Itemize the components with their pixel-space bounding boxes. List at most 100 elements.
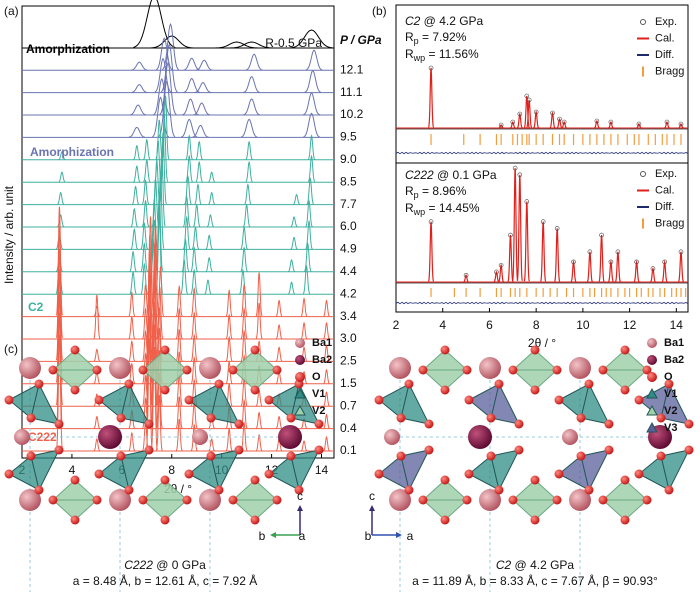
o-atom: [552, 495, 562, 505]
o-atom: [530, 385, 540, 395]
diffraction-peak: [131, 185, 140, 205]
diffraction-peak: [190, 423, 198, 452]
o-atom: [396, 413, 406, 423]
observed-point: [561, 119, 567, 125]
o-atom: [642, 365, 652, 375]
o-atom: [684, 419, 694, 429]
o-atom: [124, 485, 134, 495]
o-atom: [286, 451, 296, 461]
o-atom: [144, 445, 154, 455]
pressure-label: 2.5: [340, 354, 357, 368]
legend-marker: [646, 421, 658, 433]
polyhedron-edge: [580, 383, 590, 419]
observed-point: [428, 219, 434, 224]
diffraction-peak: [300, 297, 308, 317]
x-tick-label: 10: [576, 318, 590, 332]
o-atom: [656, 451, 666, 461]
calculated-peak: [428, 221, 435, 282]
o-atom: [604, 445, 614, 455]
o-atom: [486, 413, 496, 423]
legend-marker: [640, 19, 646, 25]
stat-value: = 7.92%: [419, 30, 467, 44]
o-atom: [70, 515, 80, 525]
stat-symbol: R: [405, 30, 414, 44]
panel-label: (a): [4, 4, 19, 18]
lattice-parameters: a = 11.89 Å, b = 8.33 Å, c = 7.67 Å, β =…: [412, 573, 658, 588]
trace-label: R-0.5 GPa: [265, 36, 322, 50]
observed-point: [608, 119, 614, 125]
diffraction-peak: [180, 118, 198, 138]
polyhedron-edge: [210, 455, 220, 491]
stat-value: = 14.45%: [425, 201, 480, 215]
observed-point: [650, 266, 656, 271]
pattern-title: C2 @ 4.2 GPa: [405, 14, 484, 28]
diffraction-peak: [58, 151, 66, 161]
stat-subscript: p: [414, 190, 419, 200]
diffraction-peak: [175, 418, 183, 451]
phase-name: C222: [405, 168, 434, 182]
diffraction-peak: [141, 179, 150, 205]
pressure-label: 9.5: [340, 130, 357, 144]
calculated-peak: [498, 263, 504, 283]
o-atom: [250, 345, 260, 355]
diffraction-peak: [57, 214, 65, 228]
observed-point: [662, 259, 667, 265]
legend-label: V2: [664, 405, 677, 417]
o-atom: [404, 485, 414, 495]
calculated-peak: [614, 251, 621, 282]
o-atom: [508, 365, 518, 375]
diffraction-peak: [55, 334, 63, 450]
o-atom: [508, 495, 518, 505]
diffraction-peak: [240, 118, 258, 138]
structure-caption: C2 @ 4.2 GPa: [496, 558, 575, 572]
observed-point: [517, 172, 523, 178]
diffraction-peak: [292, 193, 301, 205]
ba1-atom: [569, 357, 591, 379]
o-atom: [604, 419, 614, 429]
o-atom: [264, 469, 274, 479]
o-atom: [92, 365, 102, 375]
pressure-label: 0.7: [340, 398, 357, 412]
ba2-atom: [468, 425, 492, 449]
diffraction-peak: [255, 411, 263, 429]
legend-marker: [640, 171, 646, 177]
o-atom: [530, 515, 540, 525]
legend-label: Cal.: [655, 184, 675, 196]
diffraction-peak: [255, 433, 263, 452]
pressure-label: 0.4: [340, 421, 357, 435]
diffraction-peak: [150, 35, 193, 49]
diffraction-peak: [128, 315, 136, 340]
calculated-peak: [650, 267, 656, 283]
diffraction-peak: [245, 53, 263, 71]
diffraction-peak: [55, 226, 63, 338]
diffraction-peak: [290, 216, 298, 228]
legend-marker: [646, 404, 658, 416]
pressure-label: 11.1: [340, 85, 363, 99]
o-atom: [264, 395, 274, 405]
diffraction-peak: [140, 221, 149, 250]
diffraction-peak: [194, 183, 202, 205]
diffraction-peak: [93, 348, 101, 362]
phase-annotation: Amorphization: [26, 42, 110, 56]
diffraction-peak: [195, 160, 203, 183]
diffraction-peak: [275, 415, 283, 429]
legend-label: Bragg: [655, 65, 684, 77]
polyhedron-edge: [580, 455, 590, 491]
o-atom: [462, 495, 472, 505]
observed-point: [557, 116, 562, 122]
o-atom: [48, 495, 58, 505]
x-tick-label: 12: [623, 318, 637, 332]
legend-label: Ba2: [664, 354, 684, 366]
x-tick-label: 14: [315, 463, 329, 477]
stat-subscript: wp: [413, 207, 426, 217]
polyhedron-edge: [120, 383, 130, 419]
phase-annotation: C2: [28, 300, 44, 314]
legend-label: Cal.: [655, 32, 675, 44]
diffraction-peak: [225, 335, 233, 362]
pressure-label: 10.2: [340, 107, 364, 121]
ba2-atom: [278, 425, 302, 449]
legend-marker: [295, 372, 305, 382]
calculated-peak: [428, 67, 435, 128]
legend-label: Exp.: [655, 16, 677, 28]
o-atom: [228, 495, 238, 505]
